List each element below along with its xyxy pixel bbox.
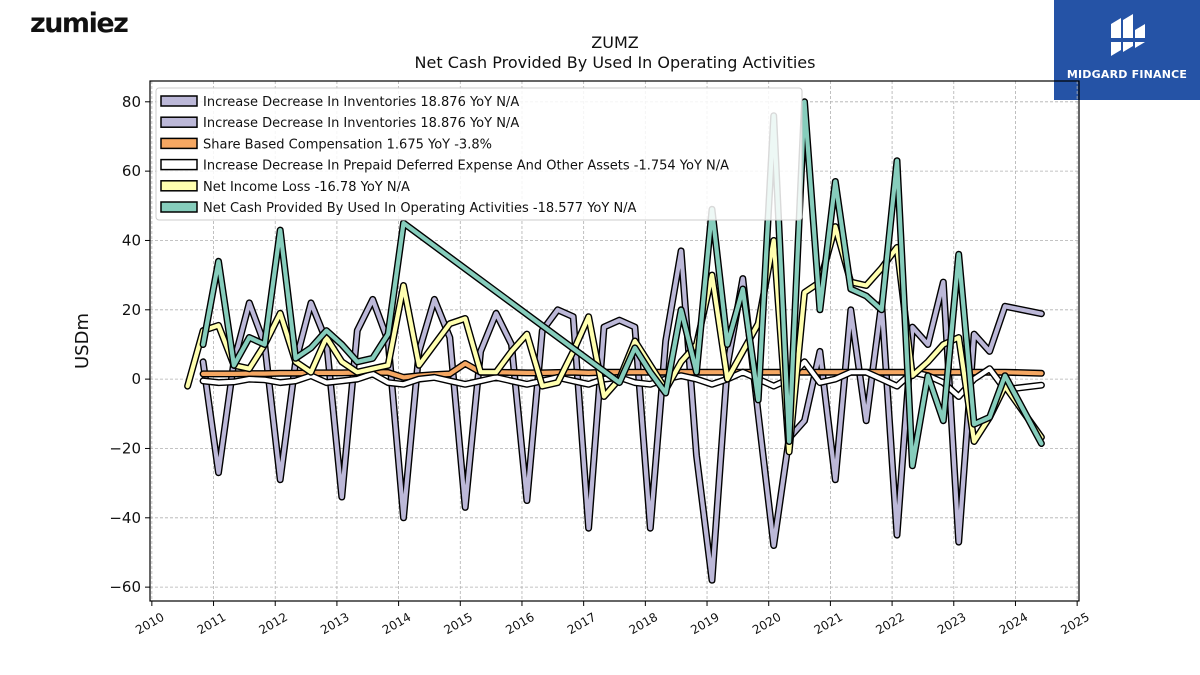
legend-swatch (160, 116, 198, 128)
series-outline (199, 247, 1045, 584)
zumiez-logo: zumiez (30, 8, 129, 39)
y-tick-label: 80 (122, 93, 141, 111)
legend-label: Increase Decrease In Inventories 18.876 … (203, 116, 519, 131)
midgard-mark-icon (1111, 14, 1145, 56)
y-tick-label: 0 (131, 370, 141, 388)
x-tick-label: 2013 (318, 610, 351, 637)
series-stroke (201, 361, 1044, 380)
y-axis-label: USDm (72, 313, 93, 369)
legend-entry: Net Cash Provided By Used In Operating A… (160, 201, 637, 216)
legend-entry: Increase Decrease In Inventories 18.876 … (160, 95, 519, 110)
series-line (184, 223, 1045, 456)
x-tick-label: 2019 (688, 610, 721, 637)
x-tick-label: 2011 (195, 610, 228, 637)
x-tick-label: 2024 (997, 610, 1030, 637)
x-tick-label: 2023 (935, 610, 968, 637)
x-tick-label: 2014 (380, 610, 413, 637)
midgard-finance-logo: MIDGARD FINANCE (1054, 0, 1200, 100)
legend-label: Net Cash Provided By Used In Operating A… (203, 201, 637, 216)
x-tick-label: 2017 (565, 610, 598, 637)
legend-swatch (160, 95, 198, 107)
y-tick-label: −20 (109, 439, 141, 457)
legend-box (155, 87, 803, 221)
x-tick-label: 2012 (256, 610, 289, 637)
legend-swatch (160, 158, 198, 171)
series-stroke (201, 248, 1044, 583)
y-tick-label: −60 (109, 578, 141, 596)
x-tick-label: 2021 (812, 610, 845, 637)
legend-label: Increase Decrease In Prepaid Deferred Ex… (203, 159, 729, 174)
x-tick-label: 2020 (750, 610, 783, 637)
plot-frame (149, 80, 1080, 602)
midgard-finance-wordmark: MIDGARD FINANCE (1066, 68, 1188, 81)
x-tick-label: 2010 (133, 610, 166, 637)
y-tick-label: 20 (122, 301, 141, 319)
legend-entry: Share Based Compensation 1.675 YoY -3.8% (160, 137, 492, 152)
legend-label: Net Income Loss -16.78 YoY N/A (203, 180, 410, 195)
x-tick-label: 2018 (627, 610, 660, 637)
legend-entry: Increase Decrease In Prepaid Deferred Ex… (160, 158, 729, 174)
series-line (199, 247, 1045, 584)
x-tick-label: 2025 (1058, 610, 1091, 637)
legend-swatch (160, 201, 198, 213)
legend: Increase Decrease In Inventories 18.876 … (155, 87, 803, 221)
x-tick-label: 2015 (442, 610, 475, 637)
legend-label: Increase Decrease In Inventories 18.876 … (203, 95, 519, 110)
y-tick-label: −40 (109, 509, 141, 527)
chart-subtitle: Net Cash Provided By Used In Operating A… (415, 53, 816, 72)
series-stroke (185, 224, 1044, 454)
legend-entry: Net Income Loss -16.78 YoY N/A (160, 180, 410, 195)
x-tick-label: 2016 (503, 610, 536, 637)
y-tick-label: 60 (122, 162, 141, 180)
chart-title: ZUMZ (591, 33, 638, 52)
x-tick-label: 2022 (873, 610, 906, 637)
legend-entry: Increase Decrease In Inventories 18.876 … (160, 116, 519, 131)
series-lines (184, 98, 1045, 584)
legend-label: Share Based Compensation 1.675 YoY -3.8% (203, 137, 492, 152)
series-line (199, 360, 1045, 381)
legend-swatch (160, 180, 198, 192)
legend-swatch (160, 137, 198, 150)
y-tick-label: 40 (122, 231, 141, 249)
